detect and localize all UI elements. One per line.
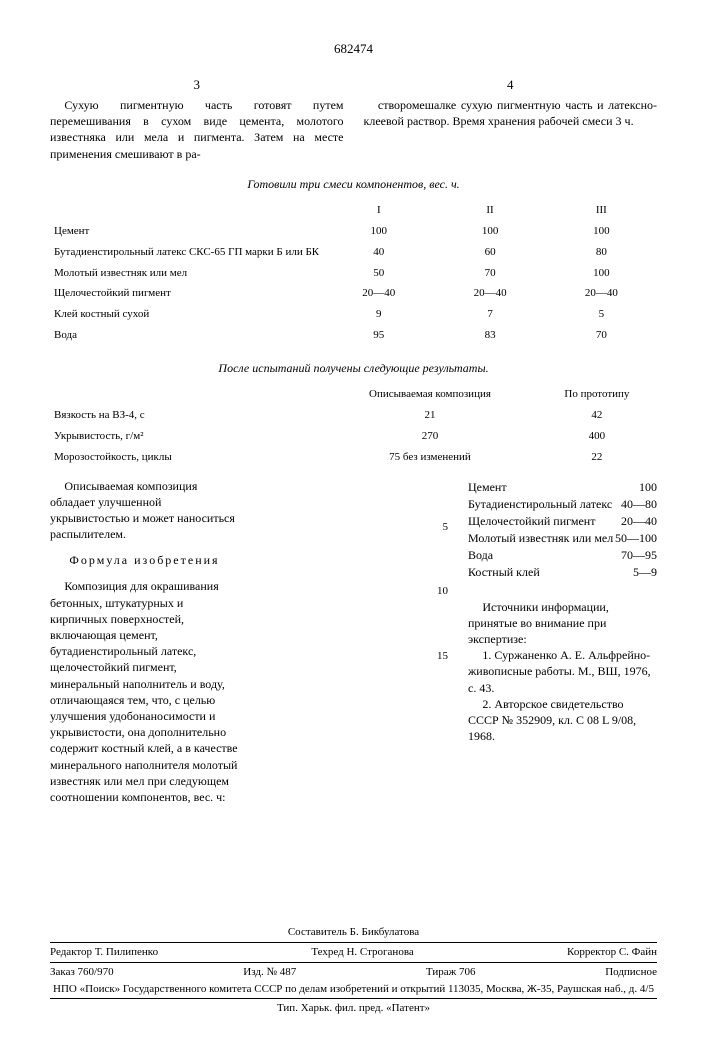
ref1: 1. Суржаненко А. Е. Альфрейно-живописные… (468, 647, 657, 696)
composition-list: Цемент100 Бутадиенстирольный латекс40—80… (468, 479, 657, 581)
footer: Составитель Б. Бикбулатова Редактор Т. П… (50, 925, 657, 1016)
editor: Редактор Т. Пилипенко (50, 945, 158, 960)
table-row: Клей костный сухой975 (50, 304, 657, 325)
table-row: Бутадиенстирольный латекс СКС-65 ГП марк… (50, 242, 657, 263)
org: НПО «Поиск» Государственного комитета СС… (50, 982, 657, 997)
ref2: 2. Авторское свидетельство СССР № 352909… (468, 696, 657, 745)
line-numbers: 5 10 15 (259, 478, 448, 806)
table-row: Описываемая композиция По прототипу (50, 384, 657, 405)
left-text: Сухую пигментную часть готовят путем пер… (50, 97, 344, 162)
col-num-left: 3 (50, 76, 344, 94)
improve-text: Описываемая композиция обладает улучшенн… (50, 478, 239, 543)
table-row: Цемент100100100 (50, 221, 657, 242)
table2: Описываемая композиция По прототипу Вязк… (50, 384, 657, 467)
compiler: Составитель Б. Бикбулатова (50, 925, 657, 940)
tirazh: Тираж 706 (426, 965, 476, 980)
table2-title: После испытаний получены следующие резул… (50, 360, 657, 376)
print: Тип. Харьк. фил. пред. «Патент» (50, 1001, 657, 1016)
sign: Подписное (605, 965, 657, 980)
table-row: Морозостойкость, циклы75 без изменений22 (50, 447, 657, 468)
table-row: I II III (50, 200, 657, 221)
table1-title: Готовили три смеси компонентов, вес. ч. (50, 176, 657, 192)
formula-body: Композиция для окрашивания бетонных, шту… (50, 578, 239, 805)
table-row: Укрывистость, г/м²270400 (50, 426, 657, 447)
top-columns: 3 Сухую пигментную часть готовят путем п… (50, 76, 657, 162)
table1: I II III Цемент100100100 Бутадиенстироль… (50, 200, 657, 346)
formula-title: Формула изобретения (50, 552, 239, 568)
order: Заказ 760/970 (50, 965, 114, 980)
col-num-right: 4 (364, 76, 658, 94)
corrector: Корректор С. Файн (567, 945, 657, 960)
table-row: Вязкость на ВЗ-4, с2142 (50, 405, 657, 426)
table-row: Молотый известняк или мел5070100 (50, 263, 657, 284)
izd: Изд. № 487 (243, 965, 296, 980)
tech: Техред Н. Строганова (311, 945, 413, 960)
refs-title: Источники информации, принятые во вниман… (468, 599, 657, 648)
right-text: створомешалке сухую пигментную часть и л… (364, 97, 658, 129)
lower-columns: Описываемая композиция обладает улучшенн… (50, 478, 657, 806)
table-row: Вода958370 (50, 325, 657, 346)
table-row: Щелочестойкий пигмент20—4020—4020—40 (50, 283, 657, 304)
doc-number: 682474 (50, 40, 657, 58)
